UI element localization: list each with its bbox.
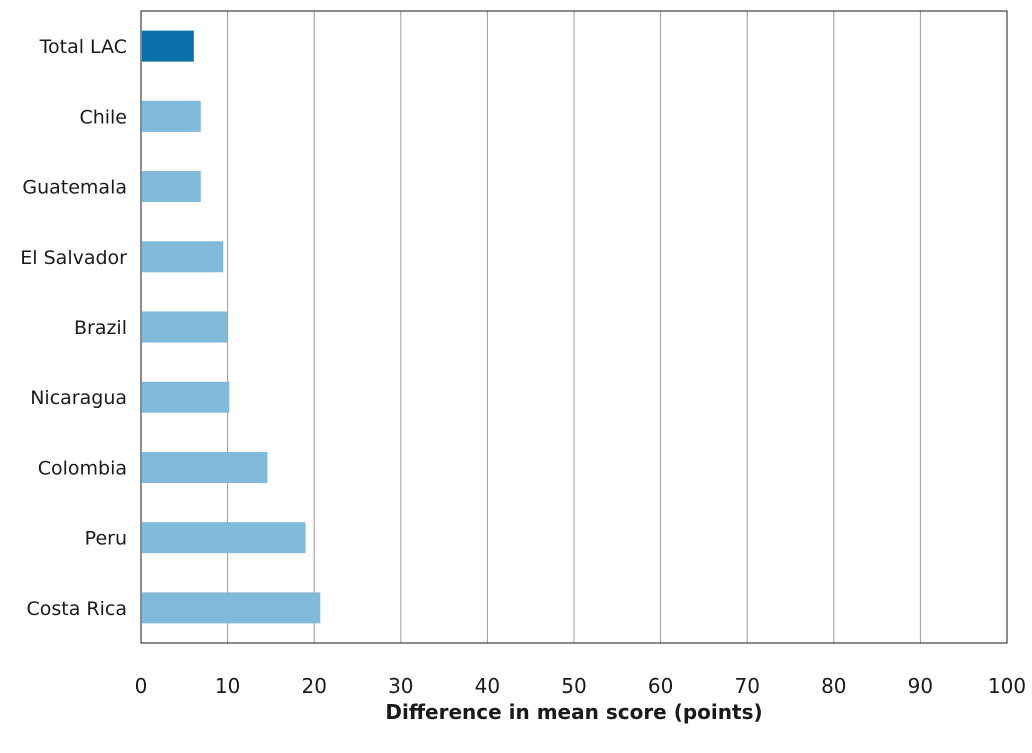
grid-lines xyxy=(227,11,921,643)
bar-peru xyxy=(142,522,306,554)
bar-brazil xyxy=(142,311,228,343)
x-tick-label-70: 70 xyxy=(734,674,759,698)
bar-chile xyxy=(142,100,201,132)
category-label-costa-rica: Costa Rica xyxy=(27,598,128,620)
category-label-nicaragua: Nicaragua xyxy=(30,387,127,409)
bar-total-lac xyxy=(142,30,194,62)
x-tick-label-50: 50 xyxy=(561,674,586,698)
plot-frame xyxy=(140,10,1008,644)
x-tick-label-30: 30 xyxy=(388,674,413,698)
category-labels: Total LAC Chile Guatemala El Salvador Brazil… xyxy=(20,36,127,620)
x-tick-label-20: 20 xyxy=(301,674,326,698)
category-label-colombia: Colombia xyxy=(38,457,127,479)
bar-el-salvador xyxy=(142,241,224,273)
bar-colombia xyxy=(142,451,268,483)
x-tick-label-0: 0 xyxy=(135,674,148,698)
plot-border xyxy=(140,10,1008,644)
category-label-total-lac: Total LAC xyxy=(39,36,127,58)
bar-costa-rica xyxy=(142,592,321,624)
category-label-el-salvador: El Salvador xyxy=(20,247,127,269)
x-tick-label-100: 100 xyxy=(988,674,1026,698)
x-tick-label-60: 60 xyxy=(648,674,673,698)
x-tick-label-80: 80 xyxy=(821,674,846,698)
category-label-brazil: Brazil xyxy=(74,317,127,339)
x-tick-label-90: 90 xyxy=(908,674,933,698)
bar-guatemala xyxy=(142,171,201,203)
bar-nicaragua xyxy=(142,381,230,413)
bars xyxy=(142,30,321,624)
x-tick-labels: 0 10 20 30 40 50 60 70 80 90 100 xyxy=(135,674,1026,698)
category-label-peru: Peru xyxy=(85,528,127,550)
x-tick-label-40: 40 xyxy=(475,674,500,698)
category-label-guatemala: Guatemala xyxy=(22,177,127,199)
x-tick-label-10: 10 xyxy=(215,674,240,698)
x-axis-title: Difference in mean score (points) xyxy=(385,700,762,724)
category-label-chile: Chile xyxy=(79,106,127,128)
